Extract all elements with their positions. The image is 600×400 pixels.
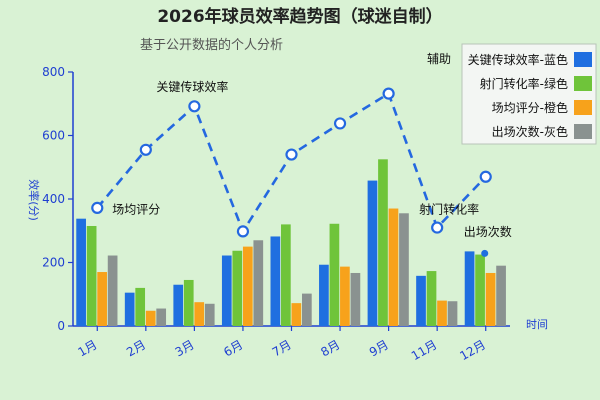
bar — [97, 272, 107, 326]
y-tick-label: 800 — [42, 65, 65, 79]
x-tick-label: 9月 — [367, 337, 391, 359]
bar — [464, 251, 475, 326]
bar — [426, 271, 437, 326]
bar — [86, 225, 97, 326]
legend-entry-label: 射门转化率-绿色 — [480, 76, 568, 91]
legend-swatch — [574, 124, 592, 139]
bar — [204, 303, 215, 326]
bar — [319, 264, 329, 326]
legend-entry-label: 关键传球效率-蓝色 — [468, 52, 568, 67]
bar — [135, 287, 146, 326]
x-tick-label: 6月 — [221, 337, 245, 359]
legend-box — [461, 43, 597, 145]
bar — [107, 255, 118, 326]
chart-title: 2026年球员效率趋势图（球迷自制） — [157, 6, 442, 27]
x-tick-label: 12月 — [457, 337, 488, 363]
bar — [145, 310, 156, 326]
x-axis-label: 时间 — [526, 318, 548, 331]
bar — [124, 292, 135, 326]
x-tick-label: 11月 — [409, 337, 440, 363]
annotation-label: 场均评分 — [112, 202, 160, 216]
annotation-marker — [481, 249, 489, 257]
bar — [291, 303, 302, 326]
line-point — [91, 201, 104, 214]
legend-swatch — [574, 76, 592, 91]
line-point — [236, 225, 250, 238]
legend-entry-label: 出场次数-灰色 — [492, 124, 568, 139]
line-point — [139, 143, 152, 156]
bar — [270, 236, 281, 326]
bar — [388, 208, 399, 326]
line-point — [285, 148, 298, 161]
bar — [183, 279, 194, 326]
bar — [281, 224, 291, 326]
legend-entry-label: 场均评分-橙色 — [492, 100, 568, 115]
bar — [496, 265, 506, 326]
x-tick-label: 2月 — [124, 337, 148, 359]
bar — [329, 223, 340, 326]
bar — [399, 213, 409, 326]
bar — [340, 266, 350, 326]
y-tick-label: 600 — [42, 129, 65, 143]
line-point — [431, 221, 444, 234]
legend-line-label: 辅助 — [427, 52, 451, 66]
bar — [156, 308, 167, 326]
bar — [485, 272, 496, 326]
bar — [475, 254, 485, 326]
bar — [232, 250, 243, 326]
line-point — [188, 100, 201, 113]
bar — [221, 255, 232, 326]
bar — [350, 272, 361, 326]
y-tick-label: 200 — [42, 256, 65, 270]
legend-swatch — [574, 100, 592, 115]
y-axis-label: 效率(分) — [27, 179, 41, 221]
chart-subtitle: 基于公开数据的个人分析 — [140, 37, 283, 53]
bar — [437, 300, 447, 326]
x-tick-label: 3月 — [173, 337, 197, 359]
line-point — [382, 87, 395, 100]
line-point — [479, 170, 492, 183]
bar — [173, 284, 184, 326]
y-tick-label: 0 — [57, 319, 65, 333]
bar — [378, 159, 388, 326]
x-tick-label: 1月 — [76, 337, 100, 359]
bar — [76, 218, 86, 326]
bar — [242, 246, 253, 326]
bar — [253, 240, 264, 326]
y-tick-label: 400 — [42, 192, 65, 206]
annotation-label: 关键传球效率 — [156, 79, 228, 94]
annotation-label: 射门转化率 — [419, 201, 479, 216]
annotation-label: 出场次数 — [464, 224, 512, 239]
line-point — [333, 117, 347, 130]
bar — [416, 275, 426, 326]
x-tick-label: 7月 — [270, 337, 294, 359]
bar-series — [76, 159, 506, 326]
bar — [302, 293, 312, 326]
x-tick-label: 8月 — [318, 337, 342, 359]
legend-swatch — [574, 52, 592, 67]
bar — [367, 180, 378, 326]
line-series — [91, 87, 492, 238]
bar — [194, 302, 205, 326]
bar — [447, 301, 458, 326]
